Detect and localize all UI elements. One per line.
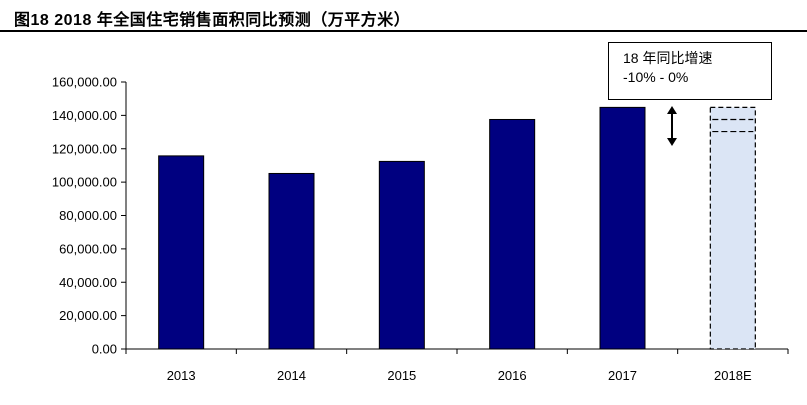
x-tick-label: 2017 <box>608 368 637 383</box>
x-tick-label: 2016 <box>498 368 527 383</box>
y-tick-label: 160,000.00 <box>52 75 117 90</box>
chart-title: 图18 2018 年全国住宅销售面积同比预测（万平方米） <box>14 12 411 29</box>
title-divider <box>0 30 807 32</box>
x-axis: 2013 2014 2015 2016 2017 2018E <box>125 348 789 383</box>
y-axis: 0.00 20,000.00 40,000.00 60,000.00 80,000.00… <box>52 75 127 357</box>
growth-callout: 18 年同比增速 -10% - 0% <box>608 42 772 100</box>
x-tick-label: 2013 <box>167 368 196 383</box>
range-arrow <box>667 106 677 146</box>
y-tick-label: 100,000.00 <box>52 175 117 190</box>
bar-2016 <box>489 118 536 350</box>
x-tick-label: 2015 <box>387 368 416 383</box>
y-tick-label: 80,000.00 <box>59 208 117 223</box>
bar-2015 <box>378 160 425 350</box>
bars <box>158 106 756 350</box>
x-tick-label: 2014 <box>277 368 306 383</box>
arrow-head-down <box>667 138 677 146</box>
bar-2013 <box>158 155 205 350</box>
y-tick-label: 40,000.00 <box>59 275 117 290</box>
arrow-head-up <box>667 106 677 114</box>
callout-line2: -10% - 0% <box>623 69 689 85</box>
bar-2014 <box>268 172 315 350</box>
y-tick-label: 0.00 <box>92 342 117 357</box>
y-tick-label: 120,000.00 <box>52 141 117 156</box>
x-tick-label: 2018E <box>714 368 752 383</box>
bar-2017 <box>599 106 646 350</box>
y-tick-label: 140,000.00 <box>52 108 117 123</box>
callout-line1: 18 年同比增速 <box>623 50 713 66</box>
y-tick-label: 60,000.00 <box>59 241 117 256</box>
y-tick-label: 20,000.00 <box>59 308 117 323</box>
bar-2018E <box>709 106 756 350</box>
